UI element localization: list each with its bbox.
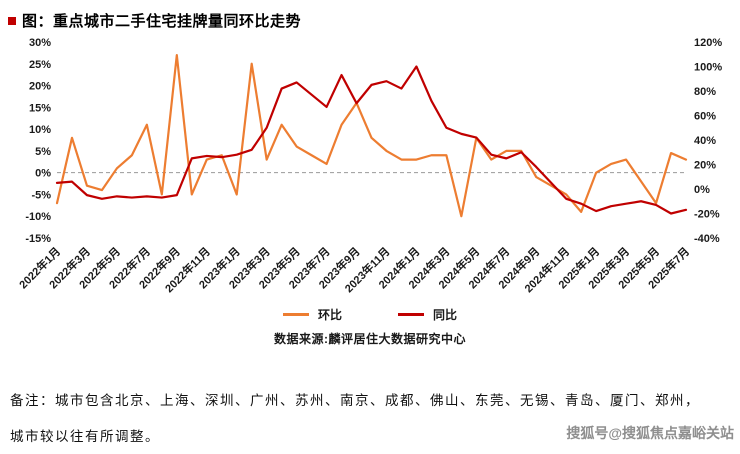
line-chart: 30% 25% 20% 15% 10% 5% 0% -5% -10% -15% 120% 100% 80… [0,32,740,304]
legend-item-yoy: 同比 [398,306,457,323]
footnote: 备注：城市包含北京、上海、深圳、广州、苏州、南京、成都、佛山、东莞、无锡、青岛、… [10,383,730,454]
axis-tick-label: 0% [694,184,710,196]
title-bullet-square [8,16,16,25]
chart-title: 图：重点城市二手住宅挂牌量同环比走势 [22,13,302,30]
axis-tick-label: 20% [694,160,716,172]
axis-tick-label: 80% [694,86,716,98]
yoy-line-swatch [398,313,424,316]
chart-legend: 环比 同比 [0,306,740,323]
left-axis-labels: 30% 25% 20% 15% 10% 5% 0% -5% -10% -15% [25,37,51,245]
axis-tick-label: 0% [35,168,51,180]
axis-tick-label: 60% [694,111,716,123]
axis-tick-label: 25% [29,59,51,71]
axis-tick-label: -40% [694,233,720,245]
axis-tick-label: 15% [29,102,51,114]
footnote-line2: 城市较以往有所调整。 [10,429,160,444]
axis-tick-label: 30% [29,37,51,49]
legend-item-mom: 环比 [282,306,342,323]
axis-tick-label: 20% [29,81,51,93]
mom-line-swatch [282,313,309,316]
right-axis-labels: 120% 100% 80% 60% 40% 20% 0% -20% -40% [694,37,722,245]
data-source-note: 数据来源:麟评居住大数据研究中心 [274,332,466,346]
mom-series-line [55,53,688,218]
legend-label-mom: 环比 [317,308,342,322]
yoy-series-line [55,65,688,215]
axis-tick-label: -10% [25,211,51,223]
axis-tick-label: 100% [694,62,722,74]
legend-label-yoy: 同比 [433,308,458,322]
axis-tick-label: -5% [31,189,51,201]
axis-tick-label: 120% [694,37,722,49]
chart-title-row: 图：重点城市二手住宅挂牌量同环比走势 [8,10,301,31]
chart-canvas: 30% 25% 20% 15% 10% 5% 0% -5% -10% -15% 120% 100% 80… [16,37,722,295]
footnote-line1: 备注：城市包含北京、上海、深圳、广州、苏州、南京、成都、佛山、东莞、无锡、青岛、… [10,393,700,408]
x-axis-labels: 2022年1月2022年3月2022年5月2022年7月2022年9月2022年… [16,244,692,295]
axis-tick-label: 5% [35,146,51,158]
watermark: 搜狐号@搜狐焦点嘉峪关站 [566,425,734,441]
axis-tick-label: -20% [694,209,720,221]
axis-tick-label: 40% [694,135,716,147]
axis-tick-label: -15% [25,233,51,245]
axis-tick-label: 10% [29,124,51,136]
